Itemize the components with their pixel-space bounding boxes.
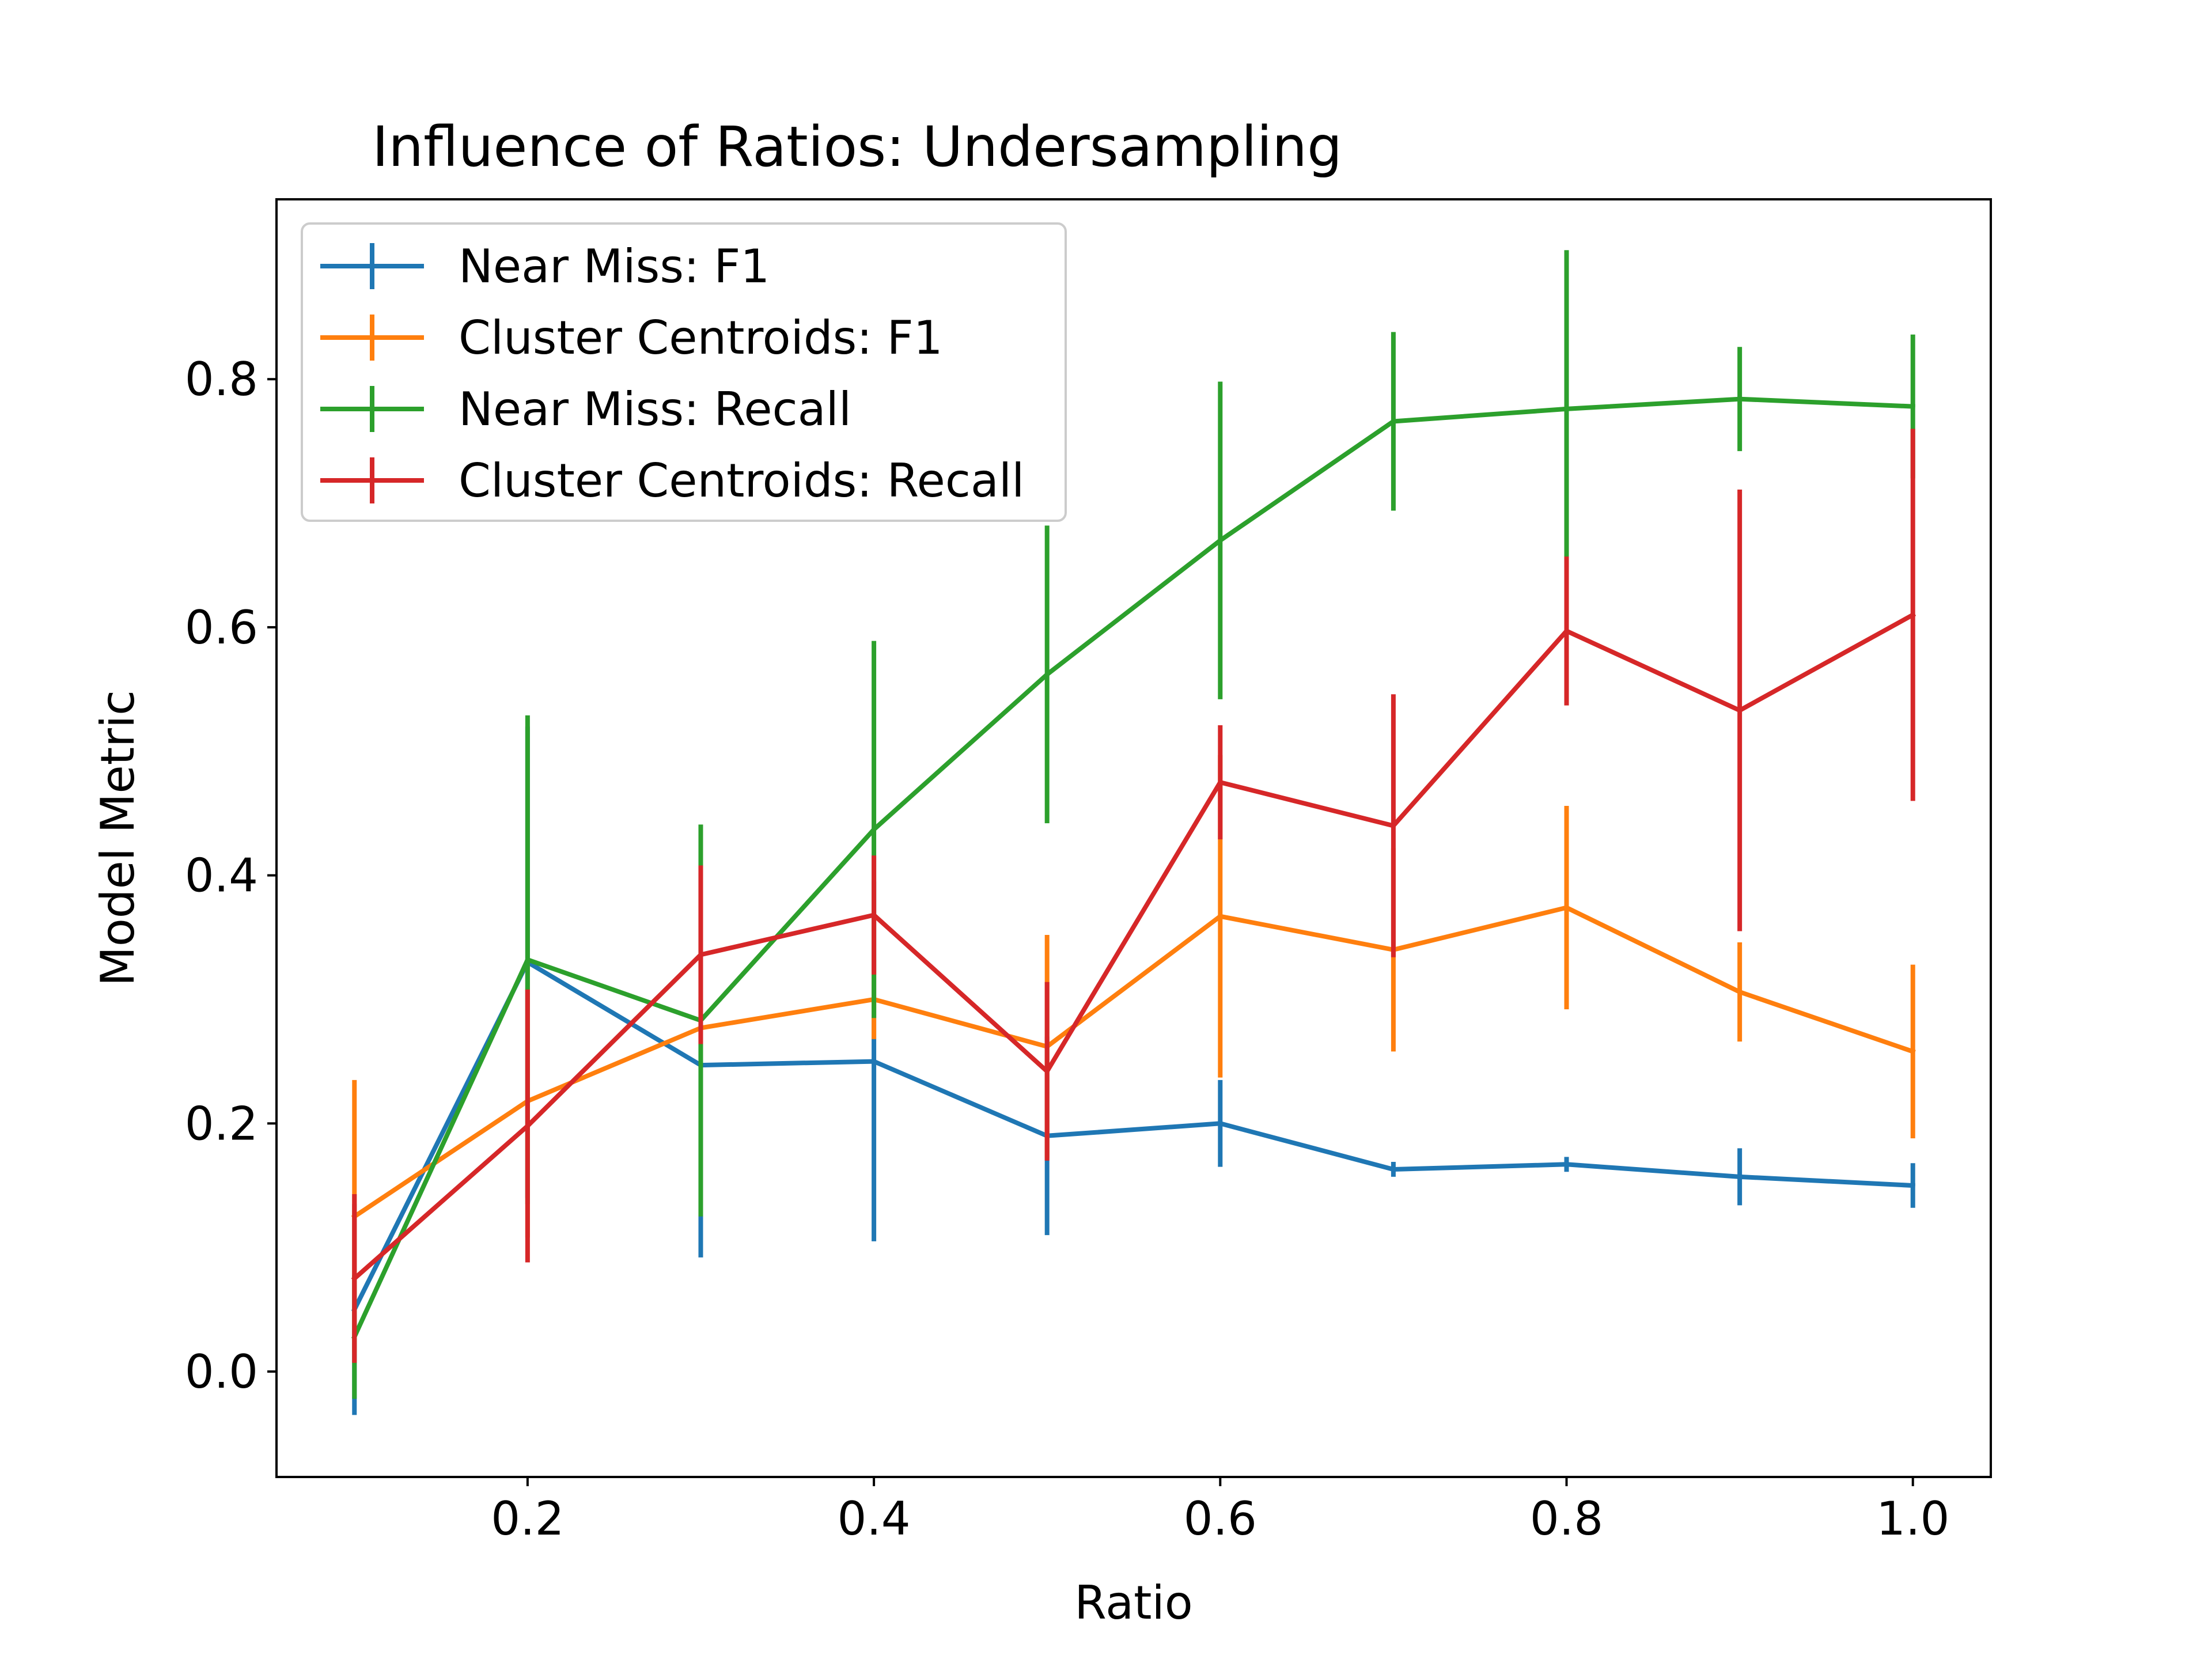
data-point <box>1737 1174 1743 1179</box>
data-point <box>1910 1183 1915 1188</box>
y-tick-label: 0.8 <box>185 353 258 406</box>
chart-title: Influence of Ratios: Undersampling <box>372 115 1342 179</box>
data-point <box>1737 396 1743 402</box>
data-point <box>872 827 877 832</box>
series-group <box>351 250 1916 1415</box>
data-point <box>1218 780 1223 785</box>
data-point <box>698 952 703 957</box>
series-line <box>351 960 1915 1313</box>
series-line <box>351 905 1916 1220</box>
data-point <box>1391 823 1396 828</box>
legend-entry: Near Miss: F1 <box>320 240 770 293</box>
data-point <box>1391 1166 1396 1172</box>
x-tick-label: 1.0 <box>1876 1492 1949 1546</box>
legend-label: Cluster Centroids: Recall <box>459 454 1024 507</box>
y-tick-label: 0.2 <box>185 1097 258 1150</box>
legend-entry: Near Miss: Recall <box>320 382 851 436</box>
y-axis-label: Model Metric <box>91 690 145 986</box>
data-point <box>1564 628 1569 634</box>
y-tick-label: 0.4 <box>185 849 258 903</box>
data-point <box>1044 672 1050 677</box>
y-axis: 0.0 0.2 0.4 0.6 0.8 <box>185 353 276 1399</box>
x-axis-label: Ratio <box>1074 1576 1192 1630</box>
data-point <box>525 1123 530 1128</box>
data-point <box>1737 990 1743 995</box>
x-tick-label: 0.2 <box>491 1492 564 1546</box>
data-point <box>1564 406 1569 411</box>
x-tick-label: 0.6 <box>1184 1492 1257 1546</box>
x-axis: 0.2 0.4 0.6 0.8 1.0 <box>491 1477 1949 1546</box>
data-point <box>1564 1162 1569 1167</box>
data-point <box>1218 1121 1223 1126</box>
data-point <box>1218 914 1223 919</box>
data-point <box>872 1059 877 1064</box>
x-tick-label: 0.8 <box>1530 1492 1603 1546</box>
axes-frame <box>275 198 1992 1478</box>
data-point <box>1218 538 1223 543</box>
data-point <box>1044 1069 1050 1074</box>
data-point <box>872 912 877 918</box>
data-point <box>1910 612 1915 618</box>
legend-label: Near Miss: Recall <box>459 382 851 436</box>
legend-box <box>301 222 1067 522</box>
data-point <box>1910 1049 1915 1054</box>
legend-label: Near Miss: F1 <box>459 240 770 293</box>
x-tick-label: 0.4 <box>837 1492 910 1546</box>
data-point <box>1564 905 1569 910</box>
data-point <box>352 1276 357 1281</box>
y-tick-label: 0.0 <box>185 1345 258 1399</box>
data-point <box>1737 708 1743 713</box>
legend-label: Cluster Centroids: F1 <box>459 311 943 365</box>
series-line <box>351 611 1916 1282</box>
data-point <box>525 957 530 963</box>
legend: Near Miss: F1 Cluster Centroids: F1 Near M… <box>301 222 1067 522</box>
plot-area <box>275 198 1992 1478</box>
data-point <box>1391 419 1396 424</box>
data-point <box>1910 404 1915 409</box>
series-line <box>351 396 1915 1340</box>
series-3 <box>351 429 1916 1363</box>
legend-entry: Cluster Centroids: Recall <box>320 454 1024 507</box>
y-tick-label: 0.6 <box>185 601 258 654</box>
legend-entry: Cluster Centroids: F1 <box>320 311 943 365</box>
